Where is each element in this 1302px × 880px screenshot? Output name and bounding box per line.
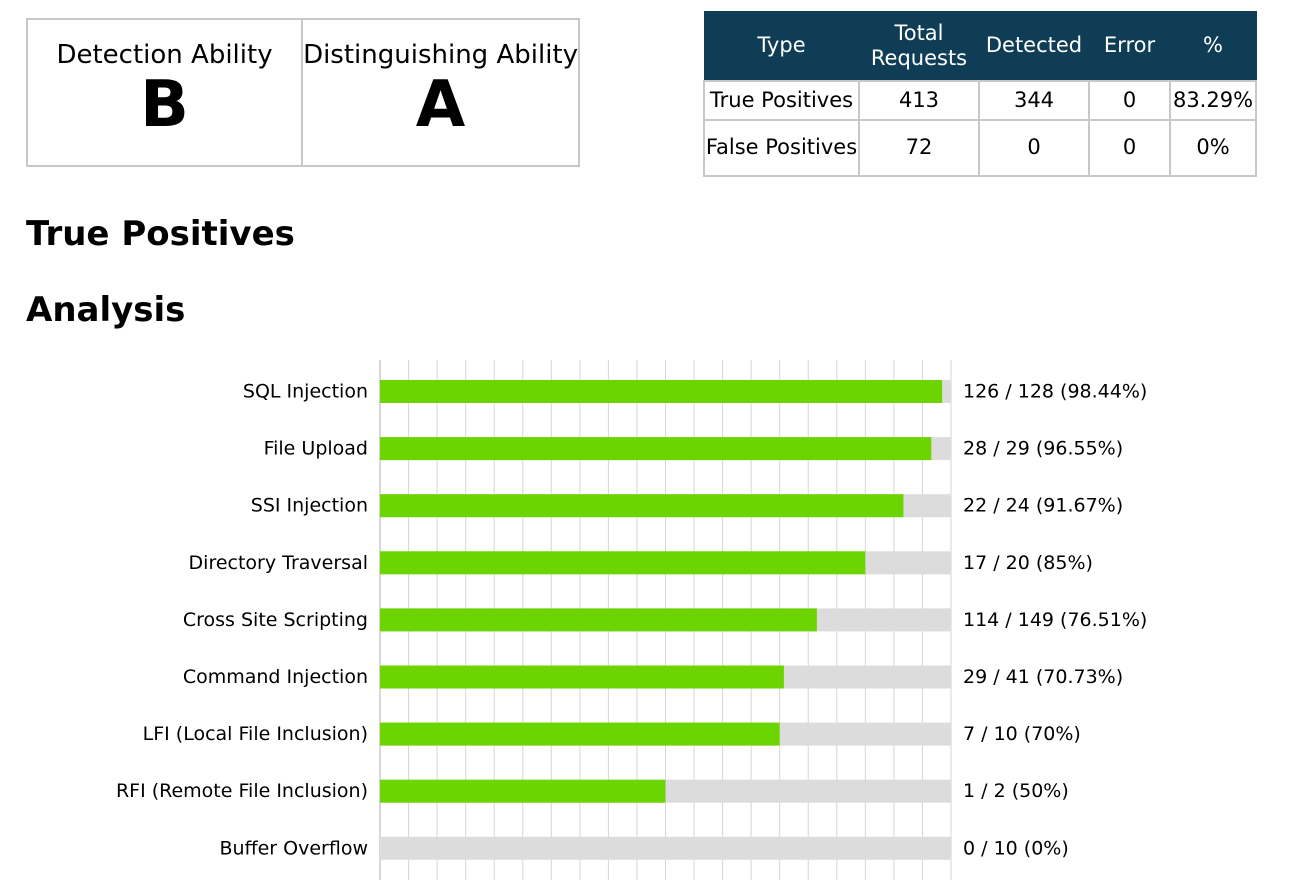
bar bbox=[380, 551, 866, 575]
summary-header-row: Type Total Requests Detected Error % bbox=[703, 11, 1257, 81]
data-label: 22 / 24 (91.67%) bbox=[963, 495, 1123, 517]
col-header-type: Type bbox=[703, 11, 860, 81]
col-header-percent: % bbox=[1169, 11, 1257, 81]
data-label: 29 / 41 (70.73%) bbox=[963, 666, 1123, 688]
cell-error: 0 bbox=[1088, 79, 1171, 121]
category-label: Command Injection bbox=[183, 666, 368, 688]
cell-percent: 83.29% bbox=[1169, 79, 1257, 121]
data-label: 126 / 128 (98.44%) bbox=[963, 381, 1147, 403]
detection-ability-title: Detection Ability bbox=[56, 40, 273, 70]
data-label: 0 / 10 (0%) bbox=[963, 837, 1069, 859]
data-label: 17 / 20 (85%) bbox=[963, 552, 1093, 574]
data-label: 1 / 2 (50%) bbox=[963, 780, 1069, 802]
cell-type: False Positives bbox=[703, 118, 860, 177]
category-label: RFI (Remote File Inclusion) bbox=[116, 780, 368, 802]
cell-error: 0 bbox=[1088, 118, 1171, 177]
section-heading-true-positives: True Positives bbox=[26, 214, 295, 254]
bar bbox=[380, 494, 904, 518]
col-header-total-requests: Total Requests bbox=[858, 11, 980, 81]
detection-ability-cell: Detection Ability B bbox=[28, 20, 301, 165]
category-label: File Upload bbox=[264, 438, 368, 460]
category-label: Directory Traversal bbox=[189, 552, 368, 574]
bar-track bbox=[380, 836, 951, 860]
distinguishing-ability-title: Distinguishing Ability bbox=[303, 40, 578, 70]
category-label: LFI (Local File Inclusion) bbox=[143, 723, 368, 745]
bar bbox=[380, 437, 932, 461]
detection-ability-grade: B bbox=[140, 68, 189, 142]
table-row: False Positives 72 0 0 0% bbox=[703, 118, 1257, 177]
data-label: 7 / 10 (70%) bbox=[963, 723, 1081, 745]
summary-table: Type Total Requests Detected Error % Tru… bbox=[703, 11, 1257, 177]
data-label: 28 / 29 (96.55%) bbox=[963, 438, 1123, 460]
grade-panel: Detection Ability B Distinguishing Abili… bbox=[26, 18, 580, 167]
bar bbox=[380, 779, 666, 803]
cell-detected: 0 bbox=[978, 118, 1090, 177]
cell-total: 72 bbox=[858, 118, 980, 177]
col-header-error: Error bbox=[1088, 11, 1171, 81]
section-heading-analysis: Analysis bbox=[26, 290, 186, 330]
cell-detected: 344 bbox=[978, 79, 1090, 121]
distinguishing-ability-cell: Distinguishing Ability A bbox=[301, 20, 578, 165]
category-label: Cross Site Scripting bbox=[183, 609, 368, 631]
category-label: SQL Injection bbox=[243, 381, 368, 403]
table-row: True Positives 413 344 0 83.29% bbox=[703, 79, 1257, 121]
cell-percent: 0% bbox=[1169, 118, 1257, 177]
category-label: Buffer Overflow bbox=[219, 837, 368, 859]
detection-bar-chart: SQL Injection 126 / 128 (98.44%) File Uplo… bbox=[116, 360, 1147, 880]
data-label: 114 / 149 (76.51%) bbox=[963, 609, 1147, 631]
bar bbox=[380, 608, 817, 632]
bar bbox=[380, 665, 784, 689]
col-header-detected: Detected bbox=[978, 11, 1090, 81]
cell-total: 413 bbox=[858, 79, 980, 121]
distinguishing-ability-grade: A bbox=[415, 68, 466, 142]
category-label: SSI Injection bbox=[251, 495, 368, 517]
bar bbox=[380, 722, 780, 746]
cell-type: True Positives bbox=[703, 79, 860, 121]
bar bbox=[380, 380, 943, 403]
